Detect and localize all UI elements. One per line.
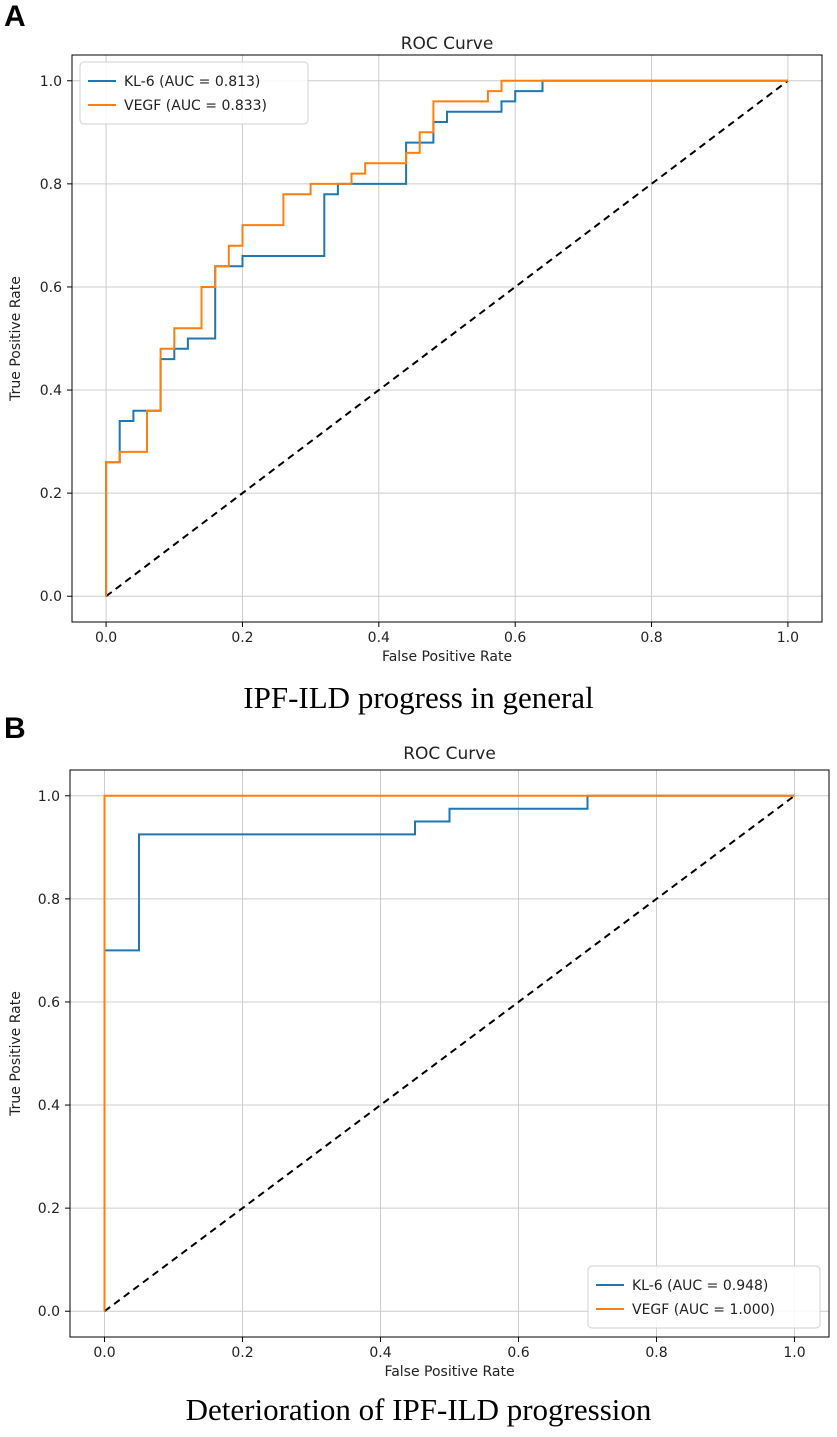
series-line-vegf — [105, 79, 788, 597]
series-line-vegf — [103, 794, 795, 1312]
series-line-kl6 — [103, 794, 795, 1312]
x-tick-label: 0.2 — [231, 630, 253, 646]
x-tick-label: 1.0 — [777, 630, 799, 646]
legend-label-kl6: KL-6 (AUC = 0.813) — [124, 74, 260, 90]
y-tick-label: 0.6 — [40, 280, 62, 296]
chart-title: ROC Curve — [401, 34, 494, 54]
legend-label-vegf: VEGF (AUC = 1.000) — [632, 1302, 775, 1318]
y-tick-label: 1.0 — [38, 789, 60, 805]
y-tick-label: 0.4 — [40, 383, 62, 399]
roc-chart-a: 0.0 0.2 0.4 0.6 0.8 1.0 0.0 0.2 0.4 0.6 0.8 1.0 ROC … — [8, 34, 823, 665]
y-tick-label: 0.8 — [38, 892, 60, 908]
y-axis-label: True Positive Rate — [8, 991, 24, 1117]
x-tick-label: 0.4 — [369, 1345, 391, 1361]
x-tick-label: 0.2 — [231, 1345, 253, 1361]
legend-label-kl6: KL-6 (AUC = 0.948) — [632, 1278, 768, 1294]
plot-frame — [69, 769, 830, 1338]
x-tick-label: 0.6 — [507, 1345, 529, 1361]
x-tick-label: 1.0 — [783, 1345, 805, 1361]
y-tick-label: 0.2 — [40, 486, 62, 502]
x-tick-label: 0.4 — [368, 630, 390, 646]
y-tick-label: 0.0 — [40, 589, 62, 605]
y-tick-label: 0.0 — [38, 1304, 60, 1320]
chance-diagonal-line — [103, 794, 796, 1313]
y-tick-label: 1.0 — [40, 74, 62, 90]
legend-box — [79, 61, 309, 125]
y-axis-label: True Positive Rate — [8, 276, 24, 402]
x-axis-label: False Positive Rate — [382, 649, 512, 665]
x-tick-label: 0.0 — [93, 1345, 115, 1361]
plot-frame — [71, 54, 823, 623]
x-axis-label: False Positive Rate — [384, 1364, 514, 1380]
x-tick-label: 0.6 — [504, 630, 526, 646]
panel-letter-b: B — [4, 712, 26, 745]
chart-title: ROC Curve — [403, 744, 496, 764]
chance-diagonal-line — [105, 79, 789, 598]
y-tick-label: 0.2 — [38, 1201, 60, 1217]
y-tick-label: 0.6 — [38, 995, 60, 1011]
panel-letter-a: A — [4, 0, 26, 33]
y-tick-label: 0.8 — [40, 177, 62, 193]
roc-chart-b: 0.0 0.2 0.4 0.6 0.8 1.0 0.0 0.2 0.4 0.6 0.8 1.0 ROC … — [8, 744, 830, 1380]
x-tick-label: 0.8 — [645, 1345, 667, 1361]
x-tick-label: 0.0 — [95, 630, 117, 646]
y-tick-label: 0.4 — [38, 1098, 60, 1114]
legend-label-vegf: VEGF (AUC = 0.833) — [124, 98, 267, 114]
legend-box — [587, 1265, 821, 1329]
x-tick-label: 0.8 — [640, 630, 662, 646]
caption-a: IPF-ILD progress in general — [243, 680, 594, 715]
series-line-kl6 — [105, 79, 788, 597]
caption-b: Deterioration of IPF-ILD progression — [185, 1392, 652, 1427]
